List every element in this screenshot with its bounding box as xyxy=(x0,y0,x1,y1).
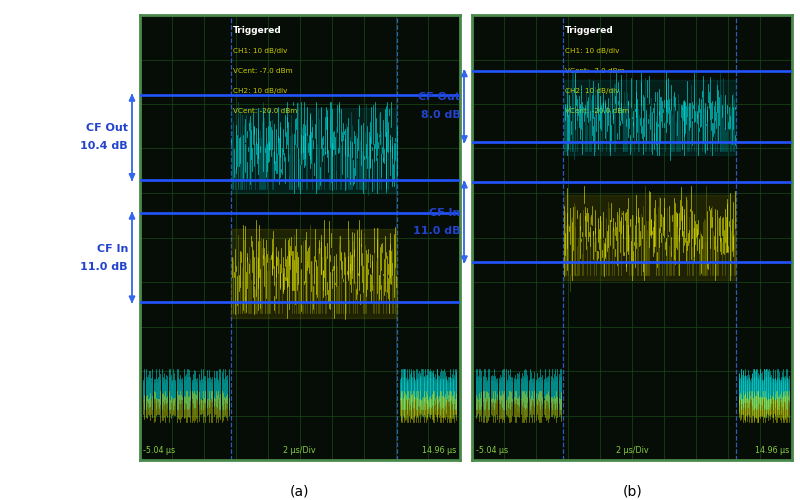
Text: 2 µs/Div: 2 µs/Div xyxy=(283,446,316,454)
Text: VCent: -7.0 dBm: VCent: -7.0 dBm xyxy=(233,68,292,74)
Text: 11.0 dB: 11.0 dB xyxy=(81,262,128,272)
Text: CF Out: CF Out xyxy=(86,124,128,134)
Text: 14.96 µs: 14.96 µs xyxy=(754,446,789,454)
Text: (b): (b) xyxy=(622,484,642,498)
Text: 8.0 dB: 8.0 dB xyxy=(421,110,460,120)
Text: 10.4 dB: 10.4 dB xyxy=(80,142,128,152)
Text: -5.04 µs: -5.04 µs xyxy=(475,446,508,454)
Text: Triggered: Triggered xyxy=(565,26,614,35)
Text: CH1: 10 dB/div: CH1: 10 dB/div xyxy=(233,48,287,54)
Text: VCent: -20.0 dBm: VCent: -20.0 dBm xyxy=(233,108,297,114)
Text: (a): (a) xyxy=(290,484,310,498)
Text: CF In: CF In xyxy=(97,244,128,254)
Text: CH2: 10 dB/div: CH2: 10 dB/div xyxy=(565,88,619,94)
Text: VCent: -20.0 dBm: VCent: -20.0 dBm xyxy=(565,108,630,114)
Text: CH1: 10 dB/div: CH1: 10 dB/div xyxy=(565,48,619,54)
Text: CF Out: CF Out xyxy=(418,92,460,102)
Text: CH2: 10 dB/div: CH2: 10 dB/div xyxy=(233,88,287,94)
Text: Triggered: Triggered xyxy=(233,26,282,35)
Text: 14.96 µs: 14.96 µs xyxy=(422,446,457,454)
Text: -5.04 µs: -5.04 µs xyxy=(143,446,175,454)
Text: 11.0 dB: 11.0 dB xyxy=(413,226,460,236)
Text: VCent: -7.0 dBm: VCent: -7.0 dBm xyxy=(565,68,625,74)
Text: CF In: CF In xyxy=(429,208,460,218)
Text: 2 µs/Div: 2 µs/Div xyxy=(616,446,649,454)
